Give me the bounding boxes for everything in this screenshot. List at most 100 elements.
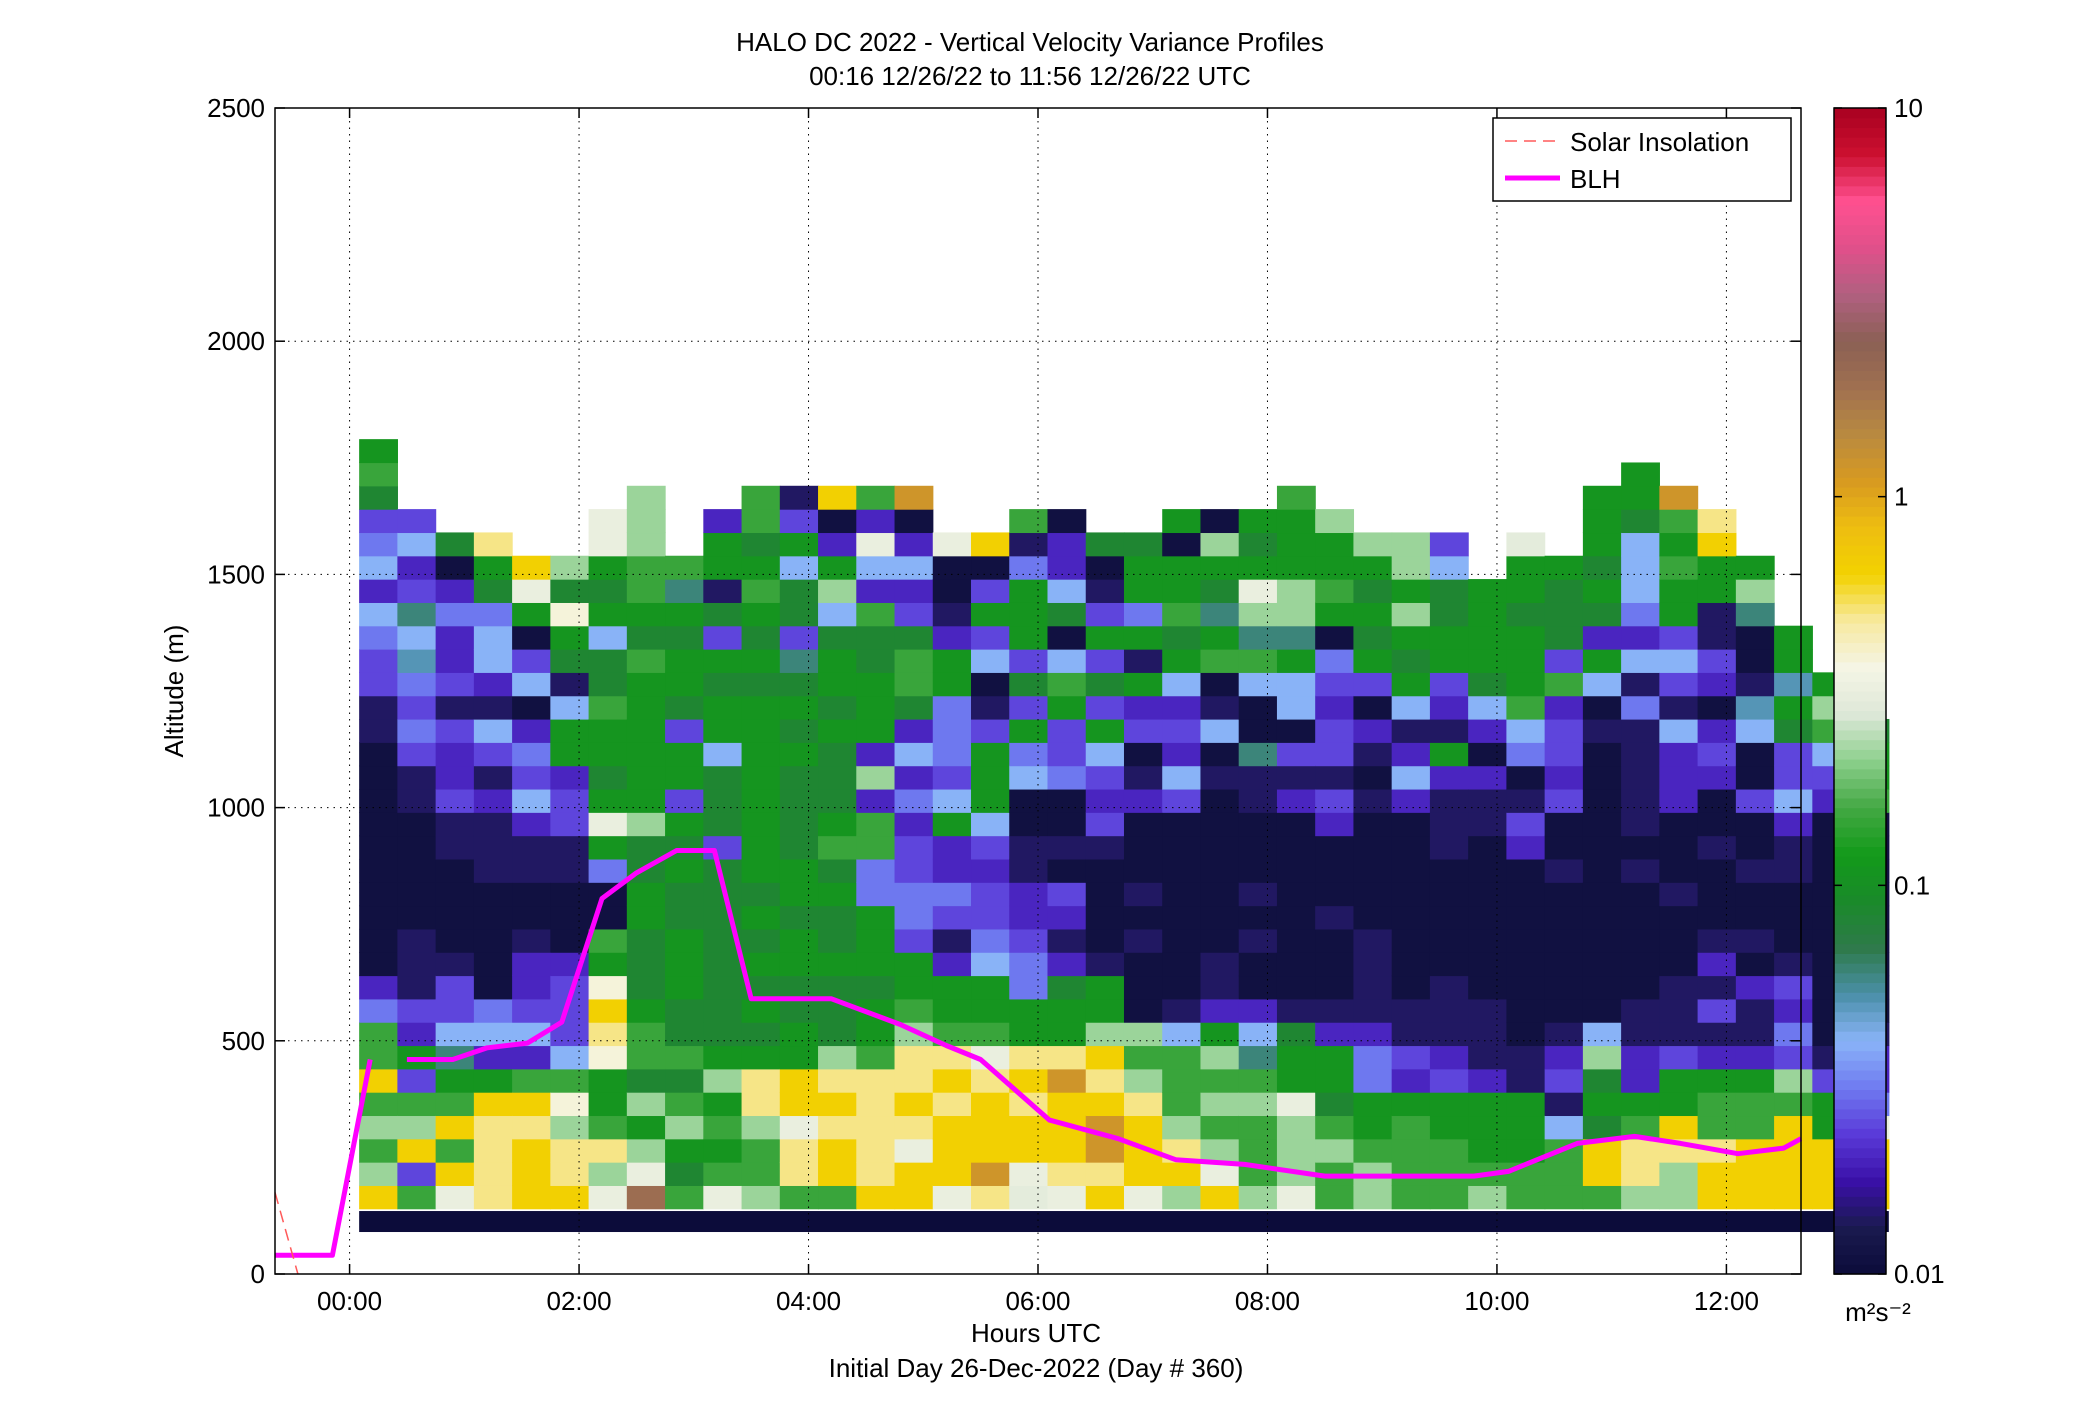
heatmap-cell (1697, 672, 1737, 697)
heatmap-cell (1697, 882, 1737, 907)
heatmap-cell (856, 602, 896, 627)
heatmap-cell (1659, 1162, 1699, 1186)
heatmap-cell (1468, 882, 1507, 907)
y-axis-label: Altitude (m) (159, 625, 189, 758)
colorbar-segment (1834, 1050, 1886, 1061)
heatmap-cell (1468, 998, 1507, 1023)
heatmap-cell (512, 649, 551, 673)
heatmap-cell (971, 1185, 1010, 1210)
heatmap-cell (1353, 718, 1393, 743)
heatmap-cell (397, 1138, 437, 1163)
heatmap-cell (1047, 812, 1087, 837)
heatmap-cell (1659, 998, 1699, 1023)
heatmap-cell (856, 649, 896, 673)
legend: Solar Insolation BLH (1492, 117, 1792, 202)
heatmap-cell (741, 695, 781, 720)
heatmap-cell (626, 1022, 666, 1047)
heatmap-cell (1200, 998, 1240, 1023)
heatmap-cell (550, 998, 590, 1023)
colorbar-segment (1834, 807, 1886, 818)
heatmap-cell (1468, 695, 1507, 720)
heatmap-cell (397, 1115, 437, 1140)
heatmap-cell (397, 602, 437, 627)
heatmap-cell (1047, 788, 1087, 813)
heatmap-cell (1123, 1092, 1163, 1117)
heatmap-cell (703, 1092, 743, 1117)
heatmap-cell (818, 625, 857, 650)
heatmap-cell (971, 625, 1010, 650)
heatmap-cell (971, 765, 1010, 790)
colorbar-segment (1834, 856, 1886, 867)
heatmap-cell (1047, 998, 1087, 1023)
heatmap-cell (1544, 882, 1584, 907)
heatmap-cell (1544, 602, 1584, 627)
colorbar-segment (1834, 846, 1886, 857)
heatmap-cell (1162, 1045, 1202, 1070)
heatmap-cell (1774, 812, 1813, 837)
heatmap-cell (703, 579, 743, 603)
heatmap-cell (971, 998, 1010, 1023)
heatmap-cell (703, 928, 743, 953)
heatmap-cell (1582, 602, 1622, 627)
heatmap-cell (359, 952, 398, 977)
heatmap-cell (1047, 1185, 1087, 1210)
colorbar-segment (1834, 370, 1886, 381)
heatmap-cell (1429, 718, 1469, 743)
heatmap-cell (1315, 602, 1355, 627)
heatmap-cell (971, 835, 1010, 860)
heatmap-cell (894, 858, 934, 883)
heatmap-cell (397, 1068, 437, 1093)
heatmap-cell (779, 1092, 819, 1117)
heatmap-cell (703, 952, 743, 977)
heatmap-cell (818, 579, 857, 603)
heatmap-cell (1009, 555, 1049, 580)
heatmap-cell (1085, 975, 1125, 1000)
heatmap-cell (1123, 1022, 1163, 1047)
colorbar-segment (1834, 545, 1886, 556)
heatmap-cell (1506, 718, 1546, 743)
heatmap-cell (1429, 1045, 1469, 1070)
heatmap-cell (1544, 765, 1584, 790)
heatmap-cell (703, 1185, 743, 1210)
heatmap-cell (1085, 649, 1125, 673)
heatmap-cell (1582, 1138, 1622, 1163)
heatmap-cell (550, 672, 590, 697)
heatmap-cell (1659, 742, 1699, 767)
heatmap-cell (1085, 788, 1125, 813)
heatmap-cell (1582, 858, 1622, 883)
heatmap-cell (1582, 555, 1622, 580)
heatmap-cell (1009, 998, 1049, 1023)
heatmap-cell (1621, 718, 1660, 743)
heatmap-cell (1238, 625, 1278, 650)
heatmap-cell (1697, 1185, 1737, 1210)
heatmap-cell (665, 625, 704, 650)
heatmap-cell (1123, 788, 1163, 813)
colorbar-segment (1834, 564, 1886, 575)
heatmap-cell (473, 905, 513, 930)
colorbar-segment (1834, 759, 1886, 770)
heatmap-cell (818, 905, 857, 930)
heatmap-cell (359, 998, 398, 1023)
heatmap-cell (1544, 812, 1584, 837)
heatmap-cell (626, 812, 666, 837)
heatmap-cell (397, 1185, 437, 1210)
colorbar-segment (1834, 875, 1886, 886)
heatmap-cell (932, 765, 972, 790)
heatmap-cell (1391, 555, 1431, 580)
heatmap-cell (1621, 462, 1660, 487)
colorbar-segment (1834, 817, 1886, 828)
heatmap-cell (359, 905, 398, 930)
heatmap-cell (1353, 928, 1393, 953)
heatmap-cell (359, 882, 398, 907)
heatmap-cell (1697, 579, 1737, 603)
heatmap-cell (1429, 625, 1469, 650)
heatmap-cell (741, 1092, 781, 1117)
heatmap-cell (1582, 998, 1622, 1023)
heatmap-cell (1468, 1185, 1507, 1210)
heatmap-cell (1276, 998, 1316, 1023)
heatmap-cell (397, 718, 437, 743)
heatmap-cell (741, 555, 781, 580)
colorbar-segment (1834, 156, 1886, 167)
heatmap-cell (971, 928, 1010, 953)
heatmap-cell (1391, 835, 1431, 860)
